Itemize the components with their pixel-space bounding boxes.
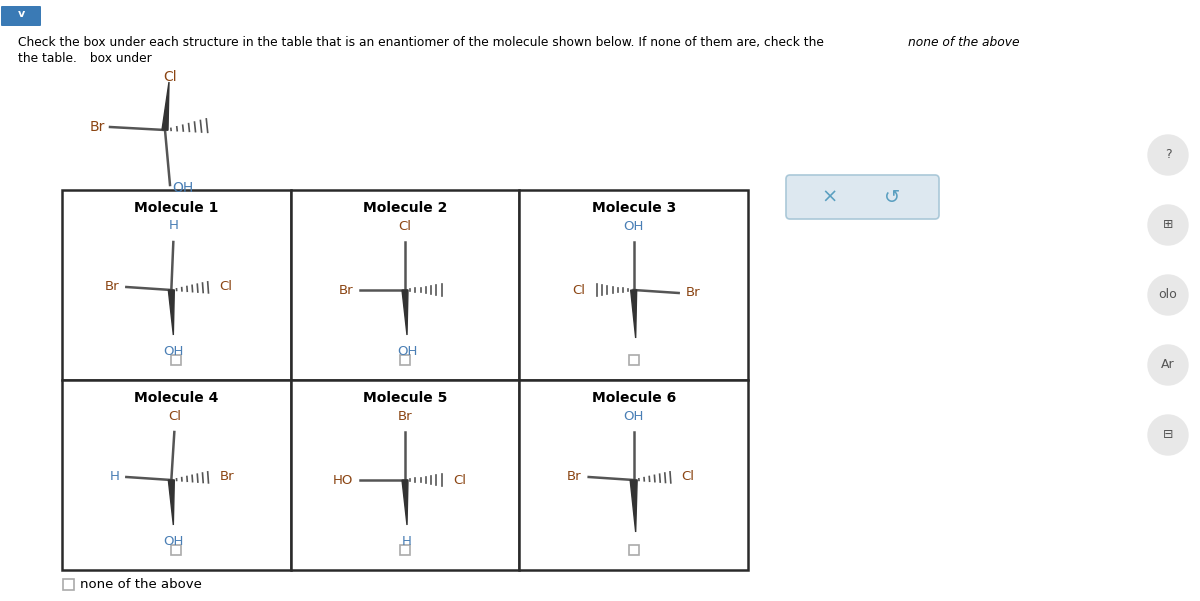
- Text: OH: OH: [172, 181, 193, 195]
- Polygon shape: [402, 290, 408, 335]
- Text: H: H: [109, 471, 119, 483]
- Text: Cl: Cl: [163, 70, 176, 84]
- Bar: [629, 545, 638, 555]
- Polygon shape: [402, 480, 408, 525]
- Text: Br: Br: [104, 281, 119, 293]
- Polygon shape: [631, 290, 637, 338]
- Bar: [172, 545, 181, 555]
- Text: Molecule 2: Molecule 2: [362, 201, 448, 215]
- Bar: [62, 190, 290, 380]
- Text: none of the above: none of the above: [80, 578, 202, 591]
- Text: olo: olo: [1159, 288, 1177, 302]
- Bar: [520, 380, 748, 570]
- Text: ↺: ↺: [884, 188, 900, 207]
- Bar: [290, 380, 520, 570]
- Text: H: H: [168, 219, 179, 232]
- Text: Br: Br: [568, 471, 582, 483]
- Bar: [400, 545, 410, 555]
- Text: Molecule 1: Molecule 1: [134, 201, 218, 215]
- Text: Br: Br: [90, 120, 106, 134]
- Bar: [62, 579, 73, 590]
- Text: the table.: the table.: [18, 52, 77, 65]
- Bar: [172, 355, 181, 365]
- Text: OH: OH: [624, 410, 644, 423]
- Text: Molecule 5: Molecule 5: [362, 391, 448, 405]
- Text: box under: box under: [86, 52, 151, 65]
- Text: Br: Br: [685, 287, 701, 299]
- Polygon shape: [630, 480, 637, 532]
- Bar: [400, 355, 410, 365]
- Text: OH: OH: [163, 345, 184, 358]
- Bar: [62, 380, 290, 570]
- Text: Br: Br: [397, 410, 413, 423]
- Text: OH: OH: [624, 220, 644, 233]
- Polygon shape: [168, 290, 174, 335]
- Bar: [520, 190, 748, 380]
- Text: none of the above: none of the above: [908, 36, 1020, 49]
- Text: OH: OH: [163, 535, 184, 548]
- Polygon shape: [168, 480, 174, 525]
- Text: Molecule 3: Molecule 3: [592, 201, 676, 215]
- Text: Br: Br: [338, 284, 353, 296]
- FancyBboxPatch shape: [1, 6, 41, 26]
- Circle shape: [1148, 205, 1188, 245]
- Text: ⊟: ⊟: [1163, 429, 1174, 442]
- Text: ×: ×: [822, 188, 838, 207]
- Circle shape: [1148, 135, 1188, 175]
- Text: HO: HO: [332, 474, 353, 486]
- Text: Cl: Cl: [572, 284, 586, 296]
- Text: OH: OH: [397, 345, 418, 358]
- Text: ⊞: ⊞: [1163, 219, 1174, 231]
- Text: H: H: [402, 535, 412, 548]
- Text: Br: Br: [220, 471, 234, 483]
- FancyBboxPatch shape: [786, 175, 940, 219]
- Text: v: v: [17, 9, 25, 19]
- Text: Molecule 4: Molecule 4: [134, 391, 218, 405]
- Text: Check the box under each structure in the table that is an enantiomer of the mol: Check the box under each structure in th…: [18, 36, 830, 49]
- Text: ?: ?: [1165, 148, 1171, 162]
- Bar: [629, 355, 638, 365]
- Circle shape: [1148, 275, 1188, 315]
- Text: Cl: Cl: [168, 410, 181, 423]
- Text: Molecule 6: Molecule 6: [592, 391, 676, 405]
- Circle shape: [1148, 415, 1188, 455]
- Text: Cl: Cl: [398, 220, 412, 233]
- Text: Cl: Cl: [682, 471, 695, 483]
- Text: Cl: Cl: [454, 474, 466, 486]
- Polygon shape: [162, 82, 169, 130]
- Circle shape: [1148, 345, 1188, 385]
- Bar: [290, 190, 520, 380]
- Text: Cl: Cl: [220, 281, 233, 293]
- Text: Ar: Ar: [1162, 359, 1175, 371]
